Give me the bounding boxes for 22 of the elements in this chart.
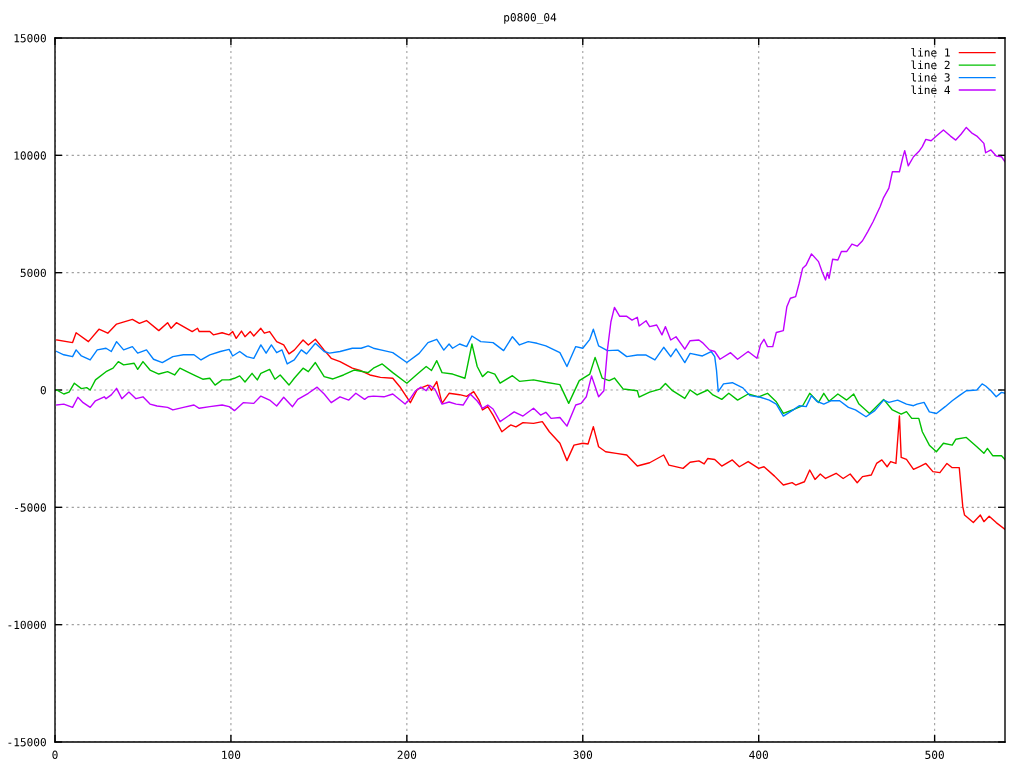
y-tick-label: 0	[40, 386, 46, 395]
y-tick-label: 15000	[14, 34, 46, 43]
y-tick-label: 10000	[14, 151, 46, 160]
legend-label: line 2	[911, 60, 950, 70]
y-tick-label: 5000	[20, 268, 46, 278]
legend-label: line 4	[911, 85, 951, 95]
x-tick-label: 400	[749, 750, 769, 759]
line-series	[56, 343, 1005, 461]
legend-label: line 3	[911, 72, 950, 82]
y-tick-label: -5000	[15, 503, 46, 512]
line-series	[56, 318, 1005, 531]
x-tick-label: 300	[573, 750, 593, 759]
y-tick-label: -15000	[8, 738, 46, 747]
chart-title: p0800_04	[504, 13, 557, 24]
x-tick-label: 500	[925, 750, 944, 759]
x-tick-label: 100	[222, 750, 241, 759]
x-tick-label: 200	[397, 750, 417, 759]
y-tick-label: -10000	[8, 620, 46, 630]
legend-label: line 1	[911, 48, 950, 57]
line-series	[56, 126, 1005, 427]
x-tick-label: 0	[52, 750, 58, 759]
line-series	[56, 328, 1005, 418]
